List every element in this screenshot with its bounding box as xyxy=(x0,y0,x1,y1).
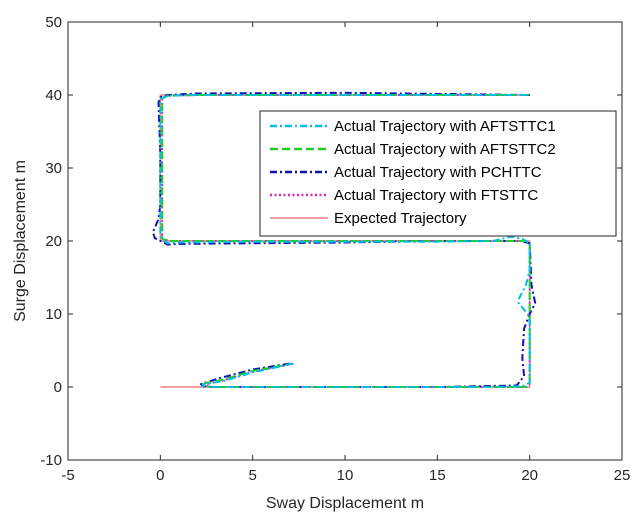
y-tick-label: 10 xyxy=(45,306,62,323)
y-tick-label: -10 xyxy=(40,452,62,469)
legend-label-2: Actual Trajectory with AFTSTTC2 xyxy=(334,141,556,158)
y-tick-label: 50 xyxy=(45,14,62,31)
y-tick-label: 30 xyxy=(45,160,62,177)
x-tick-label: -5 xyxy=(61,467,74,484)
series-line-3 xyxy=(151,91,537,388)
x-axis-label: Sway Displacement m xyxy=(266,495,424,512)
y-tick-label: 0 xyxy=(54,379,62,396)
legend-label-1: Actual Trajectory with AFTSTTC1 xyxy=(334,118,556,135)
x-tick-label: 5 xyxy=(248,467,256,484)
x-tick-label: 25 xyxy=(614,467,631,484)
y-axis-label: Surge Displacement m xyxy=(12,160,29,322)
x-tick-label: 0 xyxy=(156,467,164,484)
legend-box xyxy=(259,110,617,237)
legend-label-5: Expected Trajectory xyxy=(334,210,467,227)
series-line-1 xyxy=(159,94,531,388)
legend-label-3: Actual Trajectory with PCHTTC xyxy=(334,164,542,181)
x-tick-label: 15 xyxy=(429,467,446,484)
series-line-2 xyxy=(161,94,531,388)
x-tick-label: 20 xyxy=(521,467,538,484)
y-tick-label: 20 xyxy=(45,233,62,250)
series-layer xyxy=(151,91,537,388)
y-tick-label: 40 xyxy=(45,87,62,104)
x-tick-label: 10 xyxy=(337,467,354,484)
tick-layer: -5 0 5 10 15 20 25 -10 0 10 20 30 40 50 xyxy=(40,14,630,484)
legend-label-4: Actual Trajectory with FTSTTC xyxy=(334,187,538,204)
legend: Actual Trajectory with AFTSTTC1 Actual Tr… xyxy=(259,110,617,237)
